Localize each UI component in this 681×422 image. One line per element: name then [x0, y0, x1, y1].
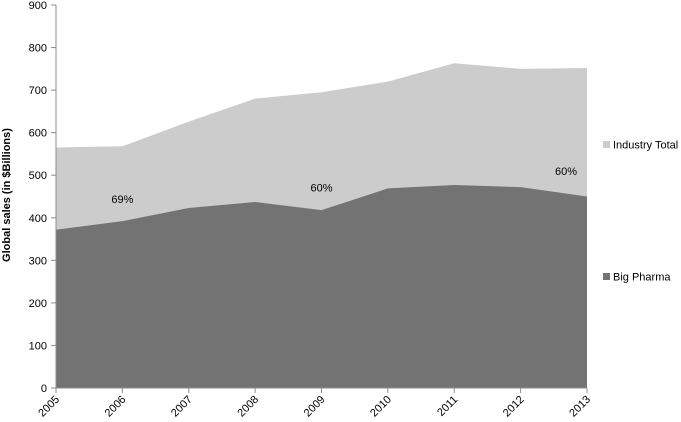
legend: Industry Total Big Pharma	[603, 140, 678, 284]
x-tick-label: 2006	[103, 394, 129, 420]
y-tick-label: 300	[29, 255, 47, 267]
area-series-group	[56, 63, 587, 388]
x-axis-ticks: 2005 2006 2007 2008 2009 2010 2011 2012 2013	[36, 388, 593, 419]
legend-item-big-pharma: Big Pharma	[603, 272, 671, 284]
annotations-group: 69% 60% 60%	[111, 166, 577, 206]
y-tick-label: 800	[29, 43, 47, 55]
x-tick-label: 2013	[567, 394, 593, 420]
legend-label: Big Pharma	[613, 272, 671, 284]
x-tick-label: 2007	[169, 394, 195, 420]
legend-item-industry-total: Industry Total	[603, 140, 678, 152]
legend-label: Industry Total	[613, 140, 678, 152]
y-tick-label: 0	[41, 383, 47, 395]
x-tick-label: 2012	[501, 394, 527, 420]
legend-swatch	[603, 273, 610, 280]
area-big-pharma	[56, 185, 587, 388]
x-tick-label: 2010	[368, 394, 394, 420]
percentage-annotation: 60%	[310, 182, 332, 194]
y-tick-label: 700	[29, 85, 47, 97]
y-tick-label: 400	[29, 213, 47, 225]
legend-swatch	[603, 141, 610, 148]
percentage-annotation: 69%	[111, 194, 133, 206]
x-tick-label: 2011	[435, 394, 460, 419]
x-tick-label: 2005	[36, 394, 62, 420]
x-tick-label: 2008	[235, 394, 261, 420]
y-tick-label: 500	[29, 170, 47, 182]
y-tick-label: 900	[29, 0, 47, 12]
y-axis-title: Global sales (in $Billions)	[1, 128, 13, 262]
y-tick-label: 100	[29, 340, 47, 352]
percentage-annotation: 60%	[555, 166, 577, 178]
y-tick-label: 200	[29, 298, 47, 310]
y-tick-label: 600	[29, 128, 47, 140]
y-axis-ticks: 0 100 200 300 400 500 600 700 800 900	[29, 0, 56, 395]
x-tick-label: 2009	[302, 394, 328, 420]
